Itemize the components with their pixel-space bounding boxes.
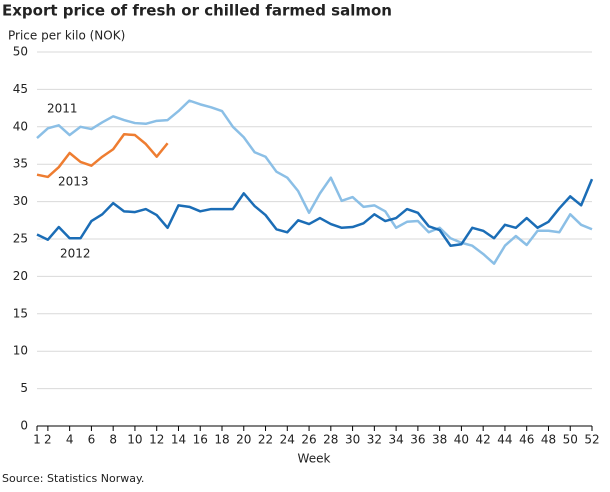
y-tick-label: 40 bbox=[13, 119, 28, 133]
y-tick-label: 50 bbox=[13, 45, 28, 59]
x-tick-label: 24 bbox=[280, 433, 295, 447]
y-tick-label: 25 bbox=[13, 232, 28, 246]
x-tick-label: 14 bbox=[171, 433, 186, 447]
x-tick-label: 12 bbox=[149, 433, 164, 447]
series-label: 2012 bbox=[60, 247, 91, 261]
y-tick-label: 10 bbox=[13, 344, 28, 358]
x-tick-label: 52 bbox=[584, 433, 599, 447]
series-label: 2013 bbox=[58, 175, 89, 189]
x-tick-label: 26 bbox=[301, 433, 316, 447]
source: Source: Statistics Norway. bbox=[2, 472, 144, 485]
chart-title: Export price of fresh or chilled farmed … bbox=[2, 2, 392, 20]
y-tick-label: 20 bbox=[13, 269, 28, 283]
x-tick-label: 50 bbox=[563, 433, 578, 447]
x-axis-label: Week bbox=[298, 452, 331, 466]
y-tick-label: 0 bbox=[20, 419, 28, 433]
x-tick-label: 28 bbox=[323, 433, 338, 447]
series-line bbox=[36, 178, 594, 247]
y-tick-label: 45 bbox=[13, 82, 28, 96]
series-line bbox=[36, 99, 593, 265]
y-tick-label: 35 bbox=[13, 157, 28, 171]
y-tick-label: 30 bbox=[13, 194, 28, 208]
y-tick-label: 5 bbox=[20, 381, 28, 395]
x-tick-label: 1 bbox=[33, 433, 41, 447]
series-label: 2011 bbox=[47, 102, 78, 116]
x-tick-label: 2 bbox=[44, 433, 52, 447]
series-line bbox=[36, 133, 169, 179]
x-tick-label: 44 bbox=[497, 433, 512, 447]
x-tick-label: 30 bbox=[345, 433, 360, 447]
x-tick-label: 48 bbox=[541, 433, 556, 447]
x-tick-label: 38 bbox=[432, 433, 447, 447]
x-tick-label: 10 bbox=[127, 433, 142, 447]
x-tick-label: 46 bbox=[519, 433, 534, 447]
y-axis-label: Price per kilo (NOK) bbox=[8, 29, 125, 43]
x-tick-label: 20 bbox=[236, 433, 251, 447]
x-tick-label: 32 bbox=[367, 433, 382, 447]
x-tick-label: 8 bbox=[109, 433, 117, 447]
y-tick-label: 15 bbox=[13, 306, 28, 320]
x-tick-label: 36 bbox=[410, 433, 425, 447]
x-tick-label: 6 bbox=[88, 433, 96, 447]
x-tick-label: 16 bbox=[193, 433, 208, 447]
x-tick-label: 18 bbox=[214, 433, 229, 447]
x-tick-label: 22 bbox=[258, 433, 273, 447]
x-tick-label: 4 bbox=[66, 433, 74, 447]
x-tick-label: 34 bbox=[388, 433, 403, 447]
x-tick-label: 42 bbox=[476, 433, 491, 447]
x-tick-label: 40 bbox=[454, 433, 469, 447]
